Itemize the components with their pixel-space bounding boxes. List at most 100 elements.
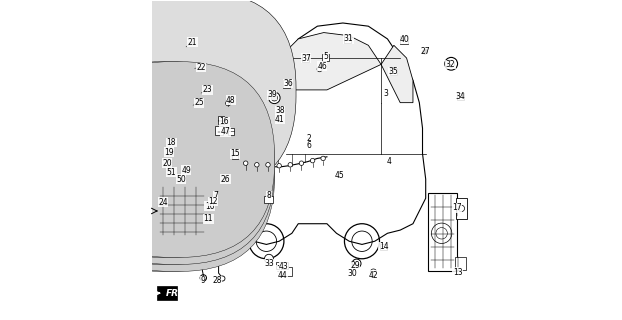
Text: 31: 31 (344, 35, 353, 44)
FancyBboxPatch shape (96, 0, 296, 192)
FancyBboxPatch shape (228, 127, 234, 135)
FancyBboxPatch shape (164, 34, 208, 52)
Text: 33: 33 (264, 259, 274, 268)
FancyBboxPatch shape (456, 198, 466, 219)
Circle shape (321, 156, 325, 161)
Text: 32: 32 (446, 60, 455, 69)
Text: 8: 8 (267, 191, 271, 200)
Text: 1: 1 (276, 265, 281, 275)
Circle shape (264, 254, 274, 263)
FancyBboxPatch shape (283, 80, 290, 88)
Text: 49: 49 (181, 166, 191, 175)
FancyBboxPatch shape (457, 93, 463, 100)
Circle shape (269, 92, 280, 104)
Text: 41: 41 (275, 115, 285, 124)
Circle shape (422, 49, 427, 54)
Text: 9: 9 (200, 276, 205, 285)
Text: 28: 28 (212, 276, 222, 285)
FancyBboxPatch shape (67, 68, 265, 265)
FancyBboxPatch shape (77, 76, 275, 271)
FancyBboxPatch shape (232, 151, 238, 159)
Text: 5: 5 (324, 52, 329, 61)
Text: 50: 50 (176, 175, 186, 184)
Text: 17: 17 (452, 203, 462, 212)
Text: FR.: FR. (166, 289, 182, 298)
Text: 4: 4 (387, 157, 391, 166)
Text: 35: 35 (388, 67, 398, 76)
Text: 14: 14 (379, 242, 389, 251)
Circle shape (266, 163, 270, 167)
Text: 13: 13 (453, 268, 462, 277)
Circle shape (271, 95, 277, 101)
FancyBboxPatch shape (322, 54, 329, 61)
Text: 29: 29 (350, 261, 360, 270)
FancyBboxPatch shape (165, 84, 207, 100)
Text: 7: 7 (213, 191, 218, 200)
Text: 3: 3 (383, 89, 388, 98)
Text: 16: 16 (220, 117, 229, 126)
Text: 46: 46 (317, 61, 327, 70)
Text: 19: 19 (164, 148, 174, 156)
FancyBboxPatch shape (429, 193, 457, 270)
Text: 36: 36 (283, 79, 293, 88)
FancyBboxPatch shape (400, 36, 407, 44)
Text: 11: 11 (203, 214, 213, 223)
Text: 18: 18 (167, 138, 176, 147)
Text: 47: 47 (221, 127, 231, 136)
Text: 20: 20 (162, 159, 172, 168)
FancyBboxPatch shape (302, 54, 309, 62)
Text: 6: 6 (306, 141, 311, 150)
FancyBboxPatch shape (160, 153, 185, 180)
Circle shape (254, 163, 259, 167)
FancyBboxPatch shape (390, 68, 397, 75)
FancyBboxPatch shape (193, 28, 200, 35)
Text: 48: 48 (226, 96, 236, 105)
FancyBboxPatch shape (345, 36, 351, 43)
Text: 34: 34 (455, 92, 465, 101)
FancyBboxPatch shape (218, 116, 225, 124)
FancyBboxPatch shape (380, 244, 387, 250)
Polygon shape (381, 45, 413, 103)
FancyBboxPatch shape (170, 28, 177, 35)
Circle shape (243, 161, 248, 165)
Polygon shape (260, 33, 381, 90)
Text: 51: 51 (167, 168, 176, 177)
Text: 38: 38 (275, 106, 285, 115)
Text: 15: 15 (230, 149, 240, 158)
Text: 43: 43 (279, 262, 289, 271)
FancyBboxPatch shape (77, 61, 275, 258)
Text: 24: 24 (158, 197, 168, 206)
FancyBboxPatch shape (73, 0, 273, 192)
FancyBboxPatch shape (85, 0, 284, 192)
FancyBboxPatch shape (67, 61, 265, 258)
Circle shape (299, 161, 304, 165)
Text: 26: 26 (221, 175, 230, 184)
FancyBboxPatch shape (165, 51, 207, 84)
Text: 30: 30 (348, 268, 357, 278)
Text: 44: 44 (278, 271, 288, 280)
FancyBboxPatch shape (77, 68, 275, 265)
FancyBboxPatch shape (157, 185, 207, 237)
Text: 27: 27 (420, 47, 430, 56)
FancyBboxPatch shape (455, 257, 465, 270)
Circle shape (277, 164, 281, 168)
Text: 25: 25 (194, 98, 203, 107)
Text: 37: 37 (301, 53, 311, 62)
Text: 21: 21 (188, 38, 197, 47)
Text: 12: 12 (208, 197, 218, 206)
Circle shape (288, 163, 292, 167)
FancyBboxPatch shape (157, 286, 177, 300)
FancyBboxPatch shape (215, 126, 223, 135)
Text: 39: 39 (267, 90, 277, 99)
Polygon shape (222, 23, 425, 244)
Circle shape (317, 67, 322, 72)
Text: 22: 22 (197, 63, 206, 72)
Text: 40: 40 (399, 35, 409, 44)
Text: 10: 10 (205, 202, 215, 211)
FancyBboxPatch shape (264, 196, 273, 203)
Circle shape (310, 158, 315, 163)
Text: 2: 2 (306, 134, 311, 143)
Text: 45: 45 (334, 171, 344, 180)
FancyBboxPatch shape (276, 262, 288, 269)
FancyBboxPatch shape (281, 267, 292, 276)
